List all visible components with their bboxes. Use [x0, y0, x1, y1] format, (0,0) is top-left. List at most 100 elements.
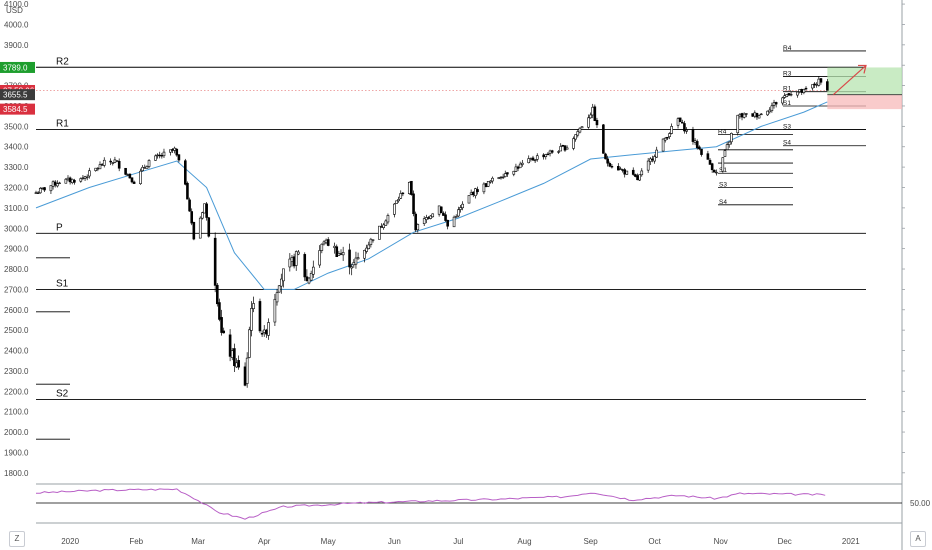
- monthly-pivot-label: R1: [783, 86, 792, 93]
- time-tick-label: 2020: [61, 537, 79, 546]
- candle-body: [207, 217, 211, 237]
- candle-body: [467, 195, 471, 204]
- candle-body: [233, 348, 236, 367]
- candle-body: [378, 225, 381, 240]
- candle-body: [235, 362, 238, 368]
- candle-body: [712, 169, 716, 173]
- candle-body: [649, 158, 652, 162]
- candle-body: [109, 160, 112, 163]
- candle-body: [610, 166, 614, 168]
- candle-body: [617, 166, 620, 171]
- time-axis[interactable]: 2020 Feb Mar Apr May Jun Jul Aug Sep Oct Nov Dec 202…: [61, 537, 860, 546]
- price-tick-label: 2600.0: [4, 306, 29, 315]
- candle-body: [96, 167, 100, 170]
- candle-body: [111, 162, 115, 164]
- candle-body: [661, 138, 665, 152]
- candle-body: [497, 177, 501, 179]
- currency-label: USD: [6, 6, 23, 15]
- candle-body: [94, 167, 98, 171]
- candle-body: [230, 350, 234, 358]
- candle-body: [386, 215, 390, 223]
- candle-body: [740, 113, 744, 118]
- candle-body: [589, 114, 592, 119]
- candle-body: [461, 203, 464, 209]
- candle-body: [602, 124, 605, 154]
- candle-body: [422, 218, 426, 224]
- candle-body: [593, 106, 597, 122]
- candle-body: [320, 243, 324, 251]
- candle-body: [70, 178, 74, 183]
- candle-body: [751, 113, 754, 117]
- candle-body: [252, 303, 255, 309]
- candle-body: [188, 199, 191, 212]
- price-tick-label: 3100.0: [4, 204, 29, 213]
- candle-body: [260, 332, 264, 335]
- time-tick-label: May: [321, 537, 336, 546]
- position-tool[interactable]: [36, 64, 902, 110]
- candle-body: [695, 141, 699, 149]
- time-tick-label: Oct: [648, 537, 661, 546]
- candle-body: [56, 183, 59, 187]
- candle-body: [34, 192, 38, 194]
- candle-body: [192, 222, 196, 240]
- candle-body: [736, 114, 740, 134]
- candle-body: [459, 207, 462, 210]
- candle-body: [759, 113, 763, 116]
- candle-body: [365, 247, 368, 252]
- candle-body: [499, 176, 503, 179]
- candle-body: [608, 163, 612, 167]
- candle-body: [117, 160, 121, 169]
- candle-body: [683, 123, 686, 132]
- candle-body: [700, 148, 703, 155]
- candle-body: [354, 257, 358, 265]
- candle-body: [350, 266, 353, 269]
- candle-body: [190, 211, 194, 224]
- price-tick-label: 2000.0: [4, 428, 29, 437]
- time-tick-label: Jul: [453, 537, 463, 546]
- candle-body: [139, 170, 142, 185]
- price-flag-label: 3584.5: [3, 105, 28, 114]
- candle-body: [742, 113, 746, 118]
- candle-body: [546, 153, 550, 156]
- price-tick-label: 3500.0: [4, 122, 29, 131]
- candle-body: [619, 168, 622, 170]
- monthly-pivot-label: S3: [783, 123, 791, 130]
- candle-body: [113, 159, 117, 163]
- candle-body: [681, 122, 684, 124]
- candle-body: [85, 176, 89, 179]
- timezone-button[interactable]: Z: [9, 531, 25, 547]
- candle-body: [516, 166, 520, 169]
- candle-body: [636, 175, 639, 181]
- candle-body: [380, 226, 383, 228]
- auto-scale-button[interactable]: A: [910, 531, 926, 547]
- candle-body: [651, 158, 654, 161]
- candle-body: [638, 174, 641, 181]
- candle-body: [646, 160, 650, 171]
- candle-body: [474, 188, 477, 197]
- candle-body: [205, 203, 208, 218]
- candle-body: [173, 147, 176, 151]
- candle-body: [427, 217, 430, 219]
- candle-body: [625, 170, 629, 175]
- candle-body: [294, 251, 298, 266]
- monthly-pivot-label: S3: [719, 181, 727, 188]
- price-axis[interactable]: 1800.0 1900.0 2000.0 2100.0 2200.0 2300.0 2400…: [0, 0, 905, 478]
- pivot-label-r2: R2: [56, 56, 69, 67]
- price-tick-label: 3300.0: [4, 163, 29, 172]
- candle-body: [43, 187, 46, 191]
- candle-body: [676, 118, 680, 126]
- candle-body: [160, 155, 164, 157]
- candle-body: [356, 257, 360, 260]
- candle-body: [706, 153, 710, 160]
- loss-zone[interactable]: [827, 94, 902, 110]
- pivot-label-p: P: [56, 222, 63, 233]
- candle-body: [416, 224, 420, 231]
- candle-body: [685, 129, 688, 132]
- candle-body: [550, 150, 554, 153]
- candle-body: [258, 301, 262, 332]
- oscillator-level-label: 50.00: [910, 499, 931, 508]
- candle-body: [307, 277, 311, 284]
- candle-body: [693, 140, 697, 143]
- candle-body: [382, 224, 385, 228]
